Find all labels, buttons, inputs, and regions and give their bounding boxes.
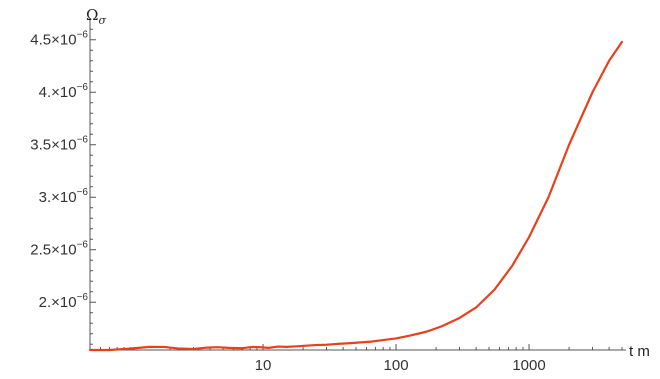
ticks xyxy=(89,28,623,350)
y-tick-label: 4.5×10−6 xyxy=(30,30,88,49)
axes xyxy=(89,20,626,351)
y-tick-exponent: −6 xyxy=(77,292,89,303)
y-tick-mantissa: 2.5 xyxy=(30,242,51,259)
y-tick-exponent: −6 xyxy=(77,30,89,41)
y-tick-mantissa: 4. xyxy=(39,84,52,101)
tick-labels: 10 100 10002.×10−62.5×10−63.×10−63.5×10−64… xyxy=(30,30,545,374)
y-tick-times: ×10 xyxy=(51,189,76,206)
y-tick-times: ×10 xyxy=(51,294,76,311)
y-tick-label: 3.×10−6 xyxy=(39,187,89,206)
y-tick-label: 3.5×10−6 xyxy=(30,135,88,154)
series-line xyxy=(88,40,624,352)
y-tick-times: ×10 xyxy=(51,137,76,154)
y-tick-mantissa: 3.5 xyxy=(30,137,51,154)
y-tick-mantissa: 2. xyxy=(39,294,52,311)
y-tick-mantissa: 4.5 xyxy=(30,32,51,49)
y-tick-mantissa: 3. xyxy=(39,189,52,206)
y-tick-label: 2.5×10−6 xyxy=(30,240,88,259)
y-axis-title-symbol: Ω xyxy=(86,6,98,24)
y-tick-exponent: −6 xyxy=(77,135,89,146)
x-tick-label: 10 xyxy=(255,357,272,374)
x-tick-label: 100 xyxy=(384,357,409,374)
y-tick-times: ×10 xyxy=(51,242,76,259)
x-axis-title: t m xyxy=(629,343,650,360)
y-tick-exponent: −6 xyxy=(77,240,89,251)
y-tick-label: 4.×10−6 xyxy=(39,82,89,101)
y-axis-title-subscript: σ xyxy=(98,14,106,27)
y-tick-times: ×10 xyxy=(51,32,76,49)
x-tick-label: 1000 xyxy=(512,357,545,374)
y-tick-label: 2.×10−6 xyxy=(39,292,89,311)
y-tick-times: ×10 xyxy=(51,84,76,101)
y-axis-title: Ωσ xyxy=(86,6,106,27)
y-tick-exponent: −6 xyxy=(77,187,89,198)
y-tick-exponent: −6 xyxy=(77,82,89,93)
